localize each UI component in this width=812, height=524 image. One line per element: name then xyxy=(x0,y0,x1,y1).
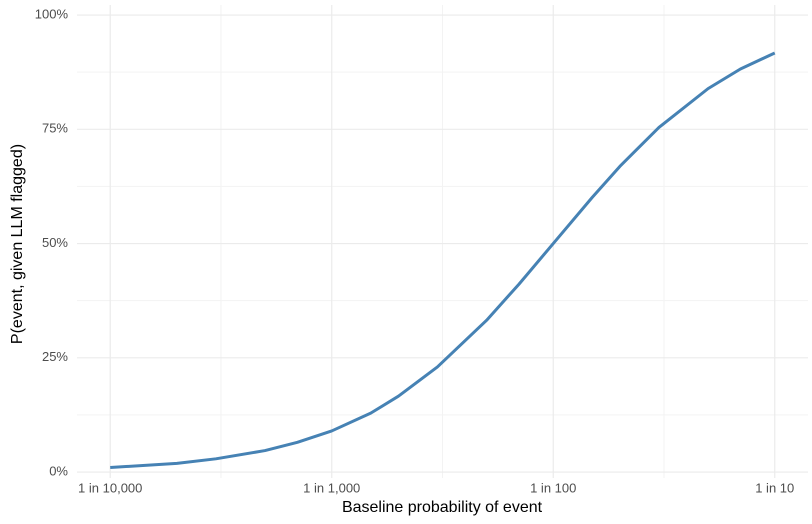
y-tick-label: 50% xyxy=(42,235,68,250)
line-series xyxy=(110,51,776,469)
y-axis-title: P(event, given LLM flagged) xyxy=(9,144,26,344)
x-tick-label: 1 in 10 xyxy=(755,480,794,495)
y-tick-label: 0% xyxy=(49,463,68,478)
x-tick-label: 1 in 100 xyxy=(530,480,576,495)
y-tick-label: 100% xyxy=(35,6,69,21)
y-tick-label: 75% xyxy=(42,121,68,136)
x-tick-label: 1 in 1,000 xyxy=(303,480,360,495)
grid xyxy=(77,5,808,478)
y-tick-label: 25% xyxy=(42,349,68,364)
x-axis-title: Baseline probability of event xyxy=(342,499,543,516)
x-tick-label: 1 in 10,000 xyxy=(78,480,142,495)
